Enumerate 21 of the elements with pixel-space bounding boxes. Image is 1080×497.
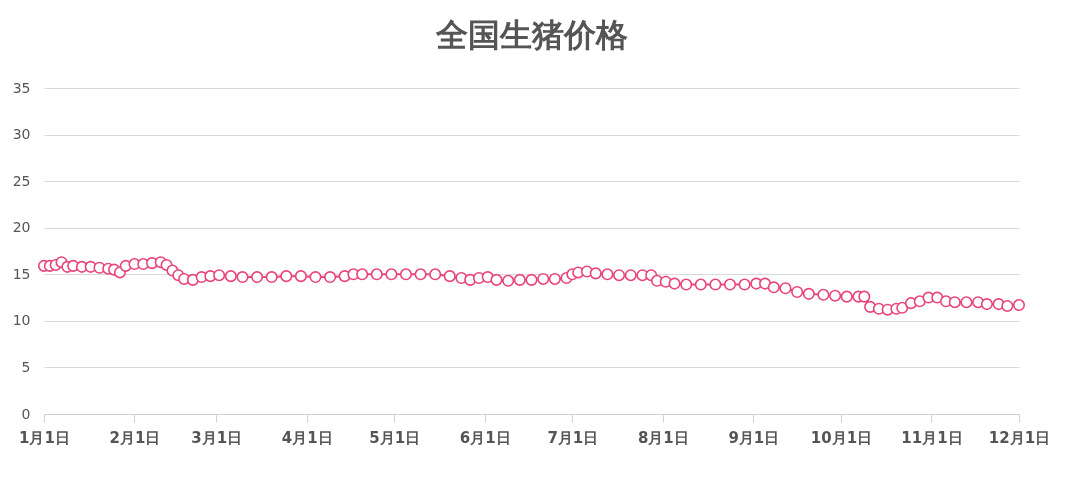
x-tick-label: 10月1日 xyxy=(810,428,873,447)
y-tick-label: 10 xyxy=(12,312,31,329)
y-tick-label: 25 xyxy=(12,172,31,189)
x-tick-label: 11月1日 xyxy=(901,428,963,447)
x-tick-label: 1月1日 xyxy=(19,428,70,447)
y-tick-label: 35 xyxy=(12,79,31,96)
x-tick-label: 4月1日 xyxy=(281,428,333,447)
x-tick-label: 9月1日 xyxy=(728,428,780,447)
y-tick-label: 0 xyxy=(21,405,31,422)
x-tick-label: 6月1日 xyxy=(459,428,511,447)
x-tick-label: 2月1日 xyxy=(109,428,161,447)
x-tick-label: 5月1日 xyxy=(369,428,421,447)
x-tick-label: 8月1日 xyxy=(637,428,689,447)
y-tick-label: 15 xyxy=(12,265,31,282)
x-tick-label: 12月1日 xyxy=(988,428,1051,447)
y-tick-label: 30 xyxy=(12,126,31,143)
chart-title: 全国生猪价格 xyxy=(434,16,628,54)
y-tick-label: 20 xyxy=(12,219,31,236)
x-tick-label: 3月1日 xyxy=(191,428,243,447)
x-tick-label: 7月1日 xyxy=(547,428,599,447)
y-tick-label: 5 xyxy=(21,358,31,375)
